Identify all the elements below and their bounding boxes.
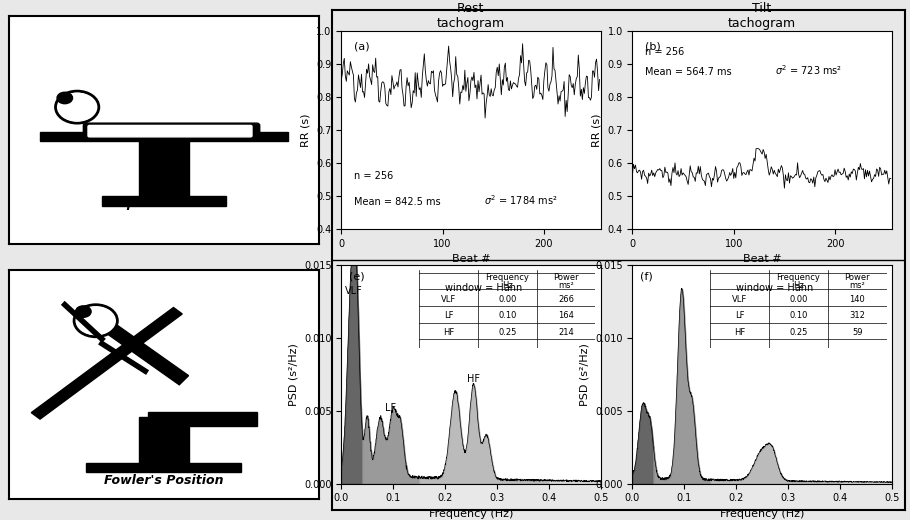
Circle shape	[77, 307, 115, 334]
X-axis label: Frequency (Hz): Frequency (Hz)	[720, 509, 804, 519]
Polygon shape	[108, 326, 188, 385]
Bar	[139, 417, 188, 463]
Title: Tilt
tachogram: Tilt tachogram	[728, 2, 796, 30]
Text: n = 256: n = 256	[354, 172, 393, 181]
Y-axis label: RR (s): RR (s)	[592, 113, 602, 147]
FancyBboxPatch shape	[88, 125, 252, 137]
Text: Mean = 842.5 ms: Mean = 842.5 ms	[354, 197, 440, 207]
Text: $\sigma^2$ = 723 ms²: $\sigma^2$ = 723 ms²	[775, 63, 843, 76]
Circle shape	[57, 92, 73, 103]
X-axis label: Frequency (Hz): Frequency (Hz)	[429, 509, 513, 519]
X-axis label: Beat #: Beat #	[743, 254, 782, 264]
Text: HF: HF	[467, 374, 480, 384]
Title: Rest
tachogram: Rest tachogram	[437, 2, 505, 30]
Bar	[40, 132, 288, 141]
Text: window = Hann: window = Hann	[736, 283, 814, 293]
Text: $\sigma^2$ = 1784 ms²: $\sigma^2$ = 1784 ms²	[484, 193, 557, 207]
Bar	[86, 463, 241, 472]
Circle shape	[76, 306, 91, 317]
Y-axis label: PSD (s²/Hz): PSD (s²/Hz)	[288, 343, 298, 406]
Y-axis label: PSD (s²/Hz): PSD (s²/Hz)	[580, 343, 590, 406]
Bar	[31, 307, 182, 419]
Text: Supine Position: Supine Position	[108, 197, 219, 210]
Bar	[139, 141, 188, 199]
Text: window = Hann: window = Hann	[445, 283, 522, 293]
Text: Mean = 564.7 ms: Mean = 564.7 ms	[645, 67, 732, 76]
Text: Fowler's Position: Fowler's Position	[104, 474, 224, 487]
Bar	[148, 412, 257, 426]
Text: LF: LF	[385, 403, 396, 413]
Bar	[102, 197, 226, 205]
Text: n = 256: n = 256	[645, 47, 684, 57]
FancyBboxPatch shape	[84, 123, 259, 139]
Circle shape	[58, 94, 96, 121]
X-axis label: Beat #: Beat #	[451, 254, 490, 264]
Text: (a): (a)	[354, 41, 369, 51]
Text: (f): (f)	[641, 272, 653, 282]
Y-axis label: RR (s): RR (s)	[300, 113, 310, 147]
Text: (b): (b)	[645, 41, 662, 51]
Text: (e): (e)	[349, 272, 365, 282]
Text: VLF: VLF	[345, 287, 363, 296]
